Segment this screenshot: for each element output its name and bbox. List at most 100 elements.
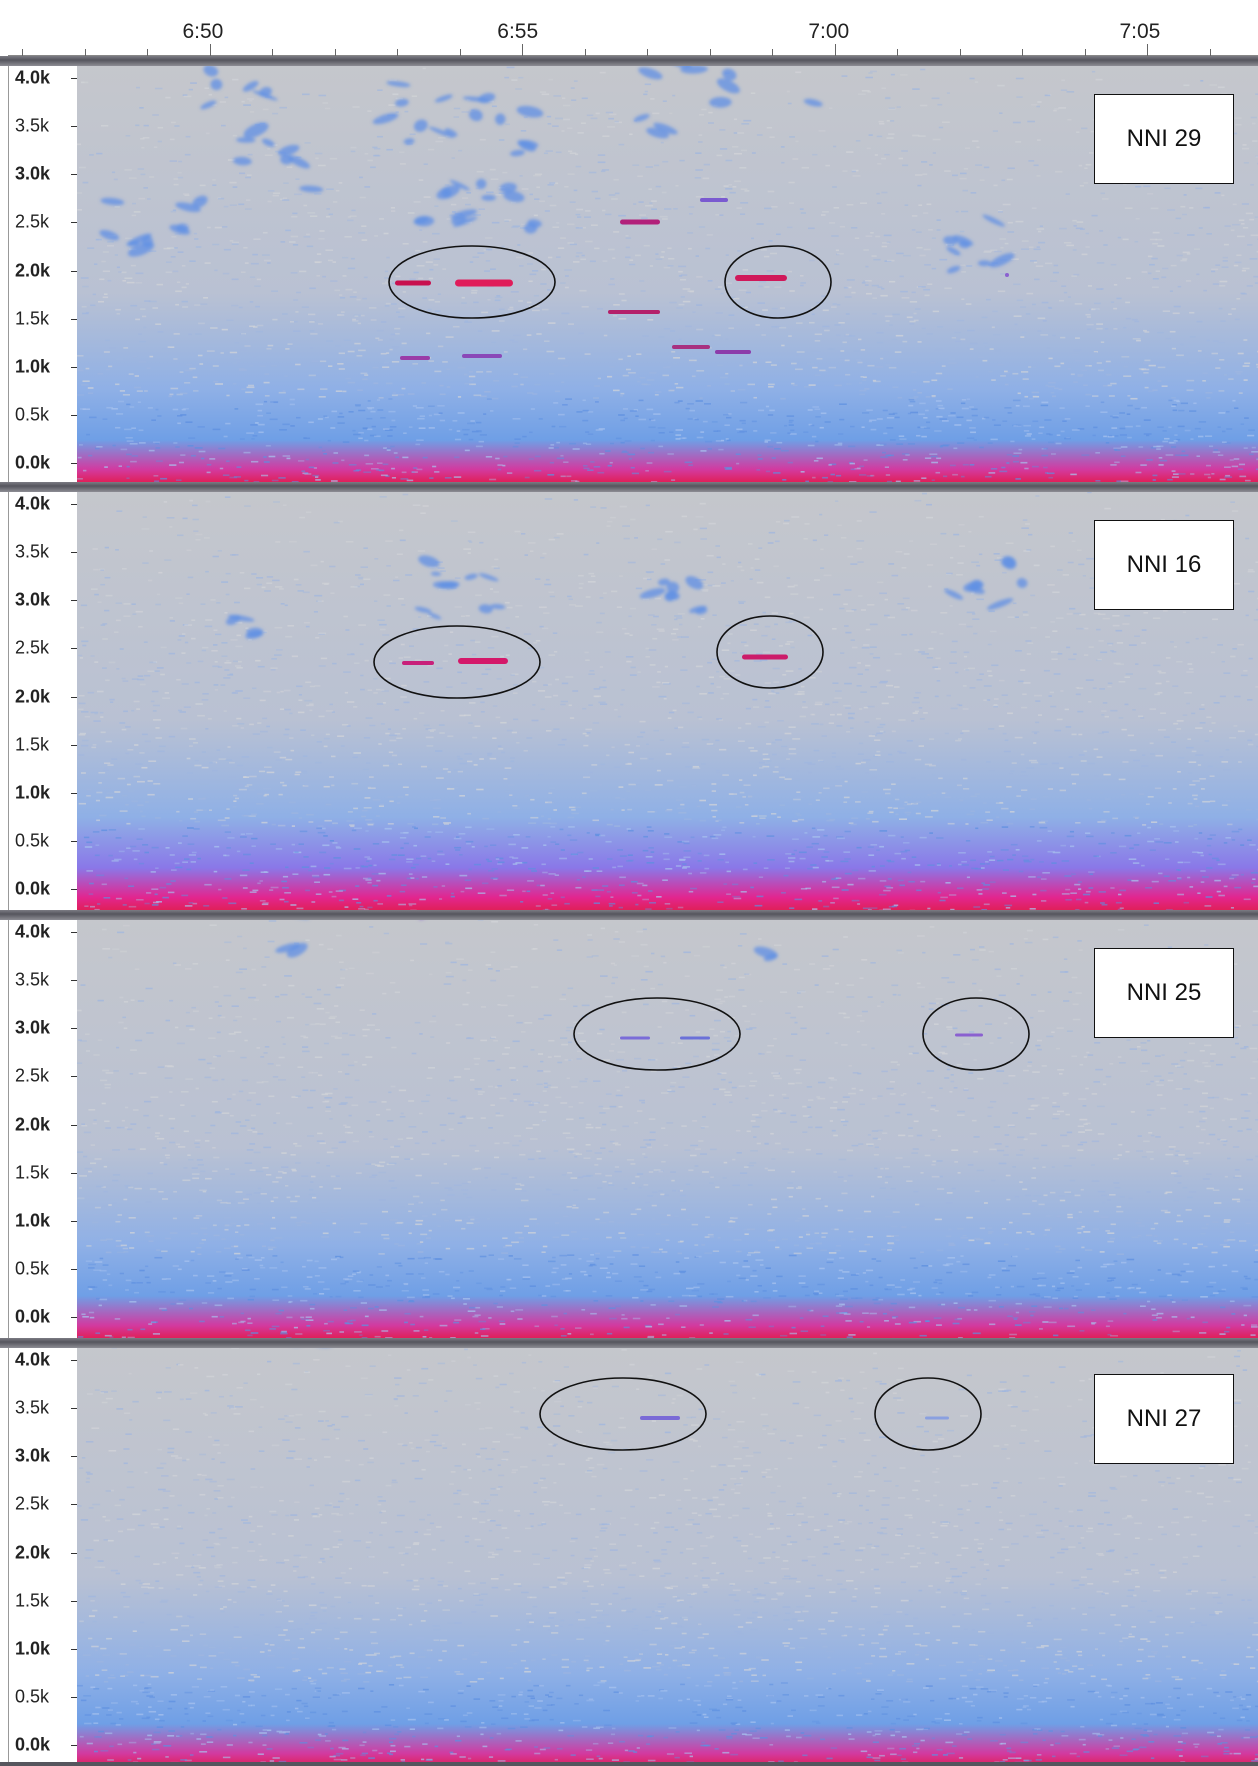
call-trace: [672, 345, 710, 349]
noise-speckle: [76, 64, 1258, 482]
ruler-tick: [335, 49, 336, 56]
frequency-tick: [71, 1504, 77, 1506]
spectrogram-track[interactable]: 4.0k 3.5k 3.0k 2.5k 2.0k 1.5k 1.0k 0.5k 0.0k NNI …: [0, 56, 1258, 482]
frequency-tick: [71, 270, 77, 272]
track-separator[interactable]: [0, 910, 1258, 920]
call-highlight-ellipse: [874, 1377, 982, 1451]
frequency-tick: [71, 1408, 77, 1410]
frequency-label: 1.5k: [15, 734, 50, 755]
frequency-tick: [71, 932, 77, 933]
frequency-axis: 4.0k 3.5k 3.0k 2.5k 2.0k 1.5k 1.0k 0.5k 0.0k: [8, 488, 77, 910]
frequency-axis: 4.0k 3.5k 3.0k 2.5k 2.0k 1.5k 1.0k 0.5k 0.0k: [8, 62, 77, 482]
track-label: NNI 29: [1094, 94, 1234, 184]
spectrogram-track[interactable]: 4.0k 3.5k 3.0k 2.5k 2.0k 1.5k 1.0k 0.5k 0.0k NNI …: [0, 1338, 1258, 1766]
frequency-tick: [71, 504, 77, 505]
spectrogram-area[interactable]: [76, 62, 1258, 482]
frequency-label: 3.0k: [15, 1445, 51, 1466]
call-trace: [400, 356, 430, 360]
call-trace: [455, 279, 513, 287]
frequency-label: 3.5k: [15, 541, 50, 562]
ruler-tick: [1022, 49, 1023, 56]
frequency-axis: 4.0k 3.5k 3.0k 2.5k 2.0k 1.5k 1.0k 0.5k 0.0k: [8, 916, 77, 1338]
call-highlight-ellipse: [573, 997, 741, 1071]
frequency-label: 3.5k: [15, 969, 50, 990]
call-trace: [402, 661, 434, 665]
frequency-label: 3.0k: [15, 589, 51, 610]
frequency-tick: [71, 648, 77, 650]
frequency-tick: [71, 1360, 77, 1361]
ruler-tick: [647, 49, 648, 56]
frequency-label: 1.0k: [15, 782, 51, 803]
frequency-label: 2.0k: [15, 686, 51, 706]
call-highlight-ellipse: [373, 625, 541, 699]
frequency-label: 3.5k: [15, 1397, 50, 1418]
frequency-label: 1.0k: [15, 1638, 51, 1659]
ruler-tick: [147, 49, 148, 56]
frequency-label: 0.5k: [15, 404, 50, 425]
track-bottom-border: [0, 1762, 1258, 1766]
spectrogram-area[interactable]: [76, 1344, 1258, 1766]
time-label: 6:55: [497, 20, 539, 43]
call-highlight-ellipse: [724, 245, 832, 319]
track-label: NNI 27: [1094, 1374, 1234, 1464]
ruler-tick: [210, 44, 211, 56]
call-highlight-ellipse: [922, 997, 1030, 1071]
ruler-tick: [897, 49, 898, 56]
ruler-baseline: [8, 55, 1258, 56]
frequency-label: 2.5k: [15, 211, 50, 232]
frequency-tick: [71, 366, 77, 368]
spectrogram-canvas[interactable]: [76, 62, 1258, 482]
call-trace: [735, 275, 787, 281]
frequency-label: 1.5k: [15, 1590, 50, 1611]
spectrogram-area[interactable]: [76, 916, 1258, 1338]
spectrogram-area[interactable]: [76, 488, 1258, 910]
spectrogram-track[interactable]: 4.0k 3.5k 3.0k 2.5k 2.0k 1.5k 1.0k 0.5k 0.0k NNI …: [0, 910, 1258, 1338]
frequency-axis: 4.0k 3.5k 3.0k 2.5k 2.0k 1.5k 1.0k 0.5k 0.0k: [8, 1344, 77, 1766]
ruler-tick: [960, 49, 961, 56]
call-trace: [700, 198, 728, 202]
frequency-tick: [71, 1696, 77, 1698]
frequency-tick: [71, 414, 77, 416]
spectrogram-background: [76, 916, 1258, 1338]
frequency-label: 0.5k: [15, 1258, 50, 1279]
frequency-tick: [71, 1552, 77, 1554]
frequency-label: 1.0k: [15, 356, 51, 377]
call-highlight-ellipse: [539, 1377, 707, 1451]
ruler-tick: [397, 49, 398, 56]
ruler-tick: [710, 49, 711, 56]
frequency-label: 0.5k: [15, 830, 50, 851]
ruler-tick: [272, 49, 273, 56]
frequency-tick: [71, 744, 77, 746]
spectrogram-canvas[interactable]: [76, 916, 1258, 1338]
call-trace: [608, 310, 660, 314]
frequency-label: 2.0k: [15, 1542, 51, 1562]
frequency-label: 0.0k: [15, 878, 51, 899]
frequency-tick: [71, 126, 77, 128]
spectrogram-canvas[interactable]: [76, 488, 1258, 910]
frequency-label: 1.0k: [15, 1210, 51, 1231]
frequency-label: 4.0k: [15, 67, 51, 88]
spectrogram-canvas[interactable]: [76, 1344, 1258, 1766]
time-label: 7:05: [1119, 20, 1161, 43]
bird-chirps: [99, 62, 1015, 274]
track-separator[interactable]: [0, 56, 1258, 66]
call-trace: [640, 1416, 680, 1420]
frequency-tick: [71, 1456, 77, 1458]
frequency-tick: [71, 1268, 77, 1270]
call-trace: [620, 219, 660, 225]
time-label: 6:50: [182, 20, 224, 43]
call-highlight-ellipse: [388, 245, 556, 319]
ruler-tick: [1147, 44, 1148, 56]
track-separator[interactable]: [0, 1338, 1258, 1348]
ruler-tick: [22, 49, 23, 56]
time-ruler[interactable]: 6:50 6:55 7:00 7:05: [0, 0, 1258, 62]
ruler-tick: [460, 49, 461, 56]
track-separator[interactable]: [0, 482, 1258, 492]
spectrogram-background: [76, 1344, 1258, 1766]
frequency-label: 4.0k: [15, 493, 51, 514]
noise-speckle: [76, 918, 1258, 1338]
frequency-label: 1.5k: [15, 1162, 50, 1183]
spectrogram-track[interactable]: 4.0k 3.5k 3.0k 2.5k 2.0k 1.5k 1.0k 0.5k 0.0k NNI …: [0, 482, 1258, 910]
call-highlight-ellipse: [716, 615, 824, 689]
frequency-label: 4.0k: [15, 921, 51, 942]
